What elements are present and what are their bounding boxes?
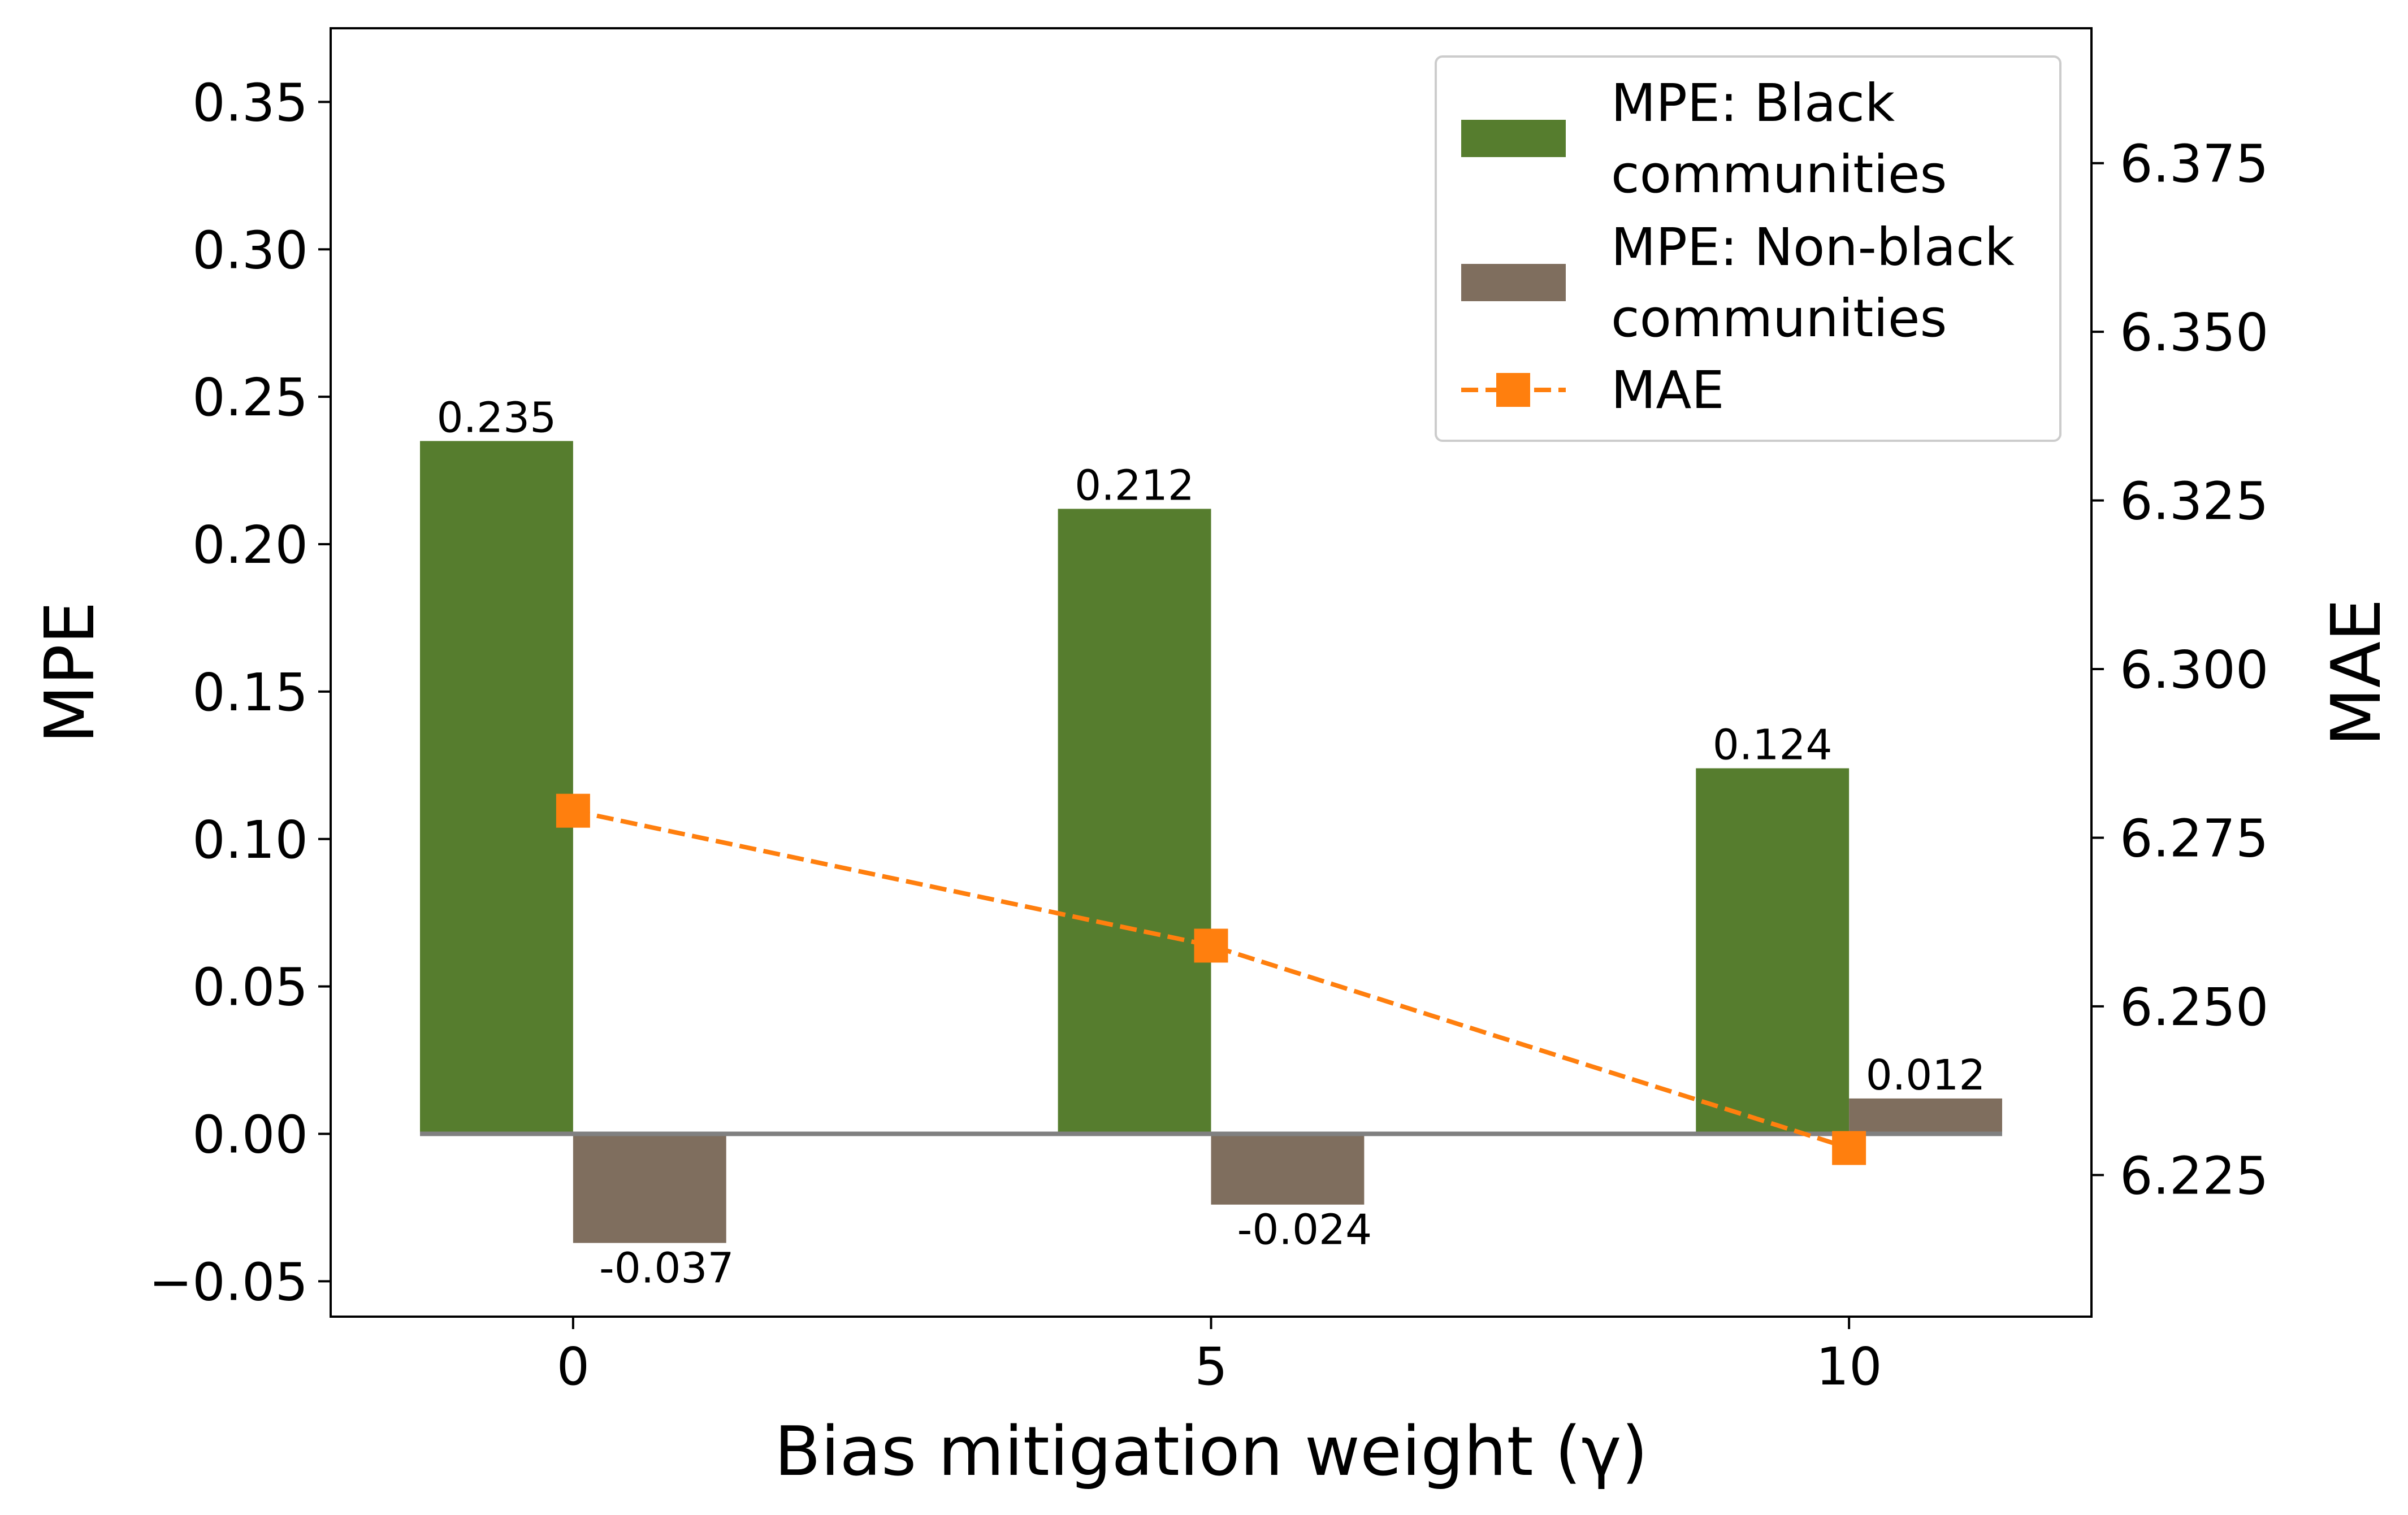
mae-marker-0 [556,793,590,828]
legend: MPE: Black communities MPE: Non-black commu… [1435,55,2061,442]
y-tick-label: −0.05 [149,1252,308,1312]
bar-black-2 [1696,768,1850,1134]
bar-value-label: 0.124 [1713,721,1833,770]
y2-tick-label: 6.325 [2120,471,2268,532]
legend-swatch-marker [1496,373,1530,407]
bar-black-1 [1058,509,1211,1134]
y-tick-label: 0.05 [192,957,308,1018]
bars-layer [420,441,2002,1243]
legend-swatch-0 [1461,120,1566,157]
legend-label: MPE: Black [1611,73,1895,133]
y2-tick-label: 6.375 [2120,134,2268,194]
bar-nonblack-0 [573,1134,726,1243]
y-tick-label: 0.35 [192,72,308,133]
x-tick-label: 5 [1194,1336,1228,1397]
legend-swatch-1 [1461,264,1566,301]
legend-label: communities [1611,144,1947,205]
y-axis-title: MPE [31,601,110,744]
y2-tick-label: 6.350 [2120,302,2268,363]
bar-value-label: -0.037 [599,1244,734,1293]
legend-label: communities [1611,288,1947,349]
bar-value-label: 0.235 [437,393,557,442]
bar-black-0 [420,441,573,1134]
y-tick-label: 0.10 [192,810,308,870]
mae-marker-1 [1194,928,1228,963]
bar-nonblack-1 [1211,1134,1365,1205]
y-tick-label: 0.25 [192,367,308,428]
y2-axis-title: MAE [2318,598,2396,746]
x-axis-title: Bias mitigation weight (γ) [774,1413,1648,1491]
mae-line [573,808,1850,1151]
y-axis-left: −0.05 0.00 0.05 0.10 0.15 0.20 0.25 0.30 0.35 [149,72,331,1312]
x-tick-label: 10 [1816,1336,1882,1397]
y2-tick-label: 6.300 [2120,640,2268,700]
y-tick-label: 0.15 [192,662,308,723]
legend-frame [1435,55,2061,442]
y-tick-label: 0.00 [192,1105,308,1165]
mae-series-layer [556,793,1866,1165]
legend-label: MPE: Non-black [1611,217,2015,277]
bar-value-label: 0.212 [1075,461,1194,510]
bar-labels-layer: 0.235 0.212 0.124 -0.037 -0.024 0.012 [437,393,1986,1292]
bar-value-label: 0.012 [1866,1051,1986,1100]
bar-nonblack-2 [1849,1098,2002,1134]
y2-tick-label: 6.250 [2120,977,2268,1038]
mae-marker-2 [1832,1131,1866,1165]
y2-tick-label: 6.275 [2120,808,2268,869]
y-tick-label: 0.20 [192,515,308,575]
y-axis-right: 6.225 6.250 6.275 6.300 6.325 6.350 6.375 [2091,134,2268,1206]
x-axis: 0 5 10 [557,1317,1882,1397]
x-tick-label: 0 [557,1336,590,1397]
y-tick-label: 0.30 [192,220,308,280]
legend-label: MAE [1611,360,1724,420]
y2-tick-label: 6.225 [2120,1145,2268,1206]
bar-value-label: -0.024 [1237,1206,1372,1254]
